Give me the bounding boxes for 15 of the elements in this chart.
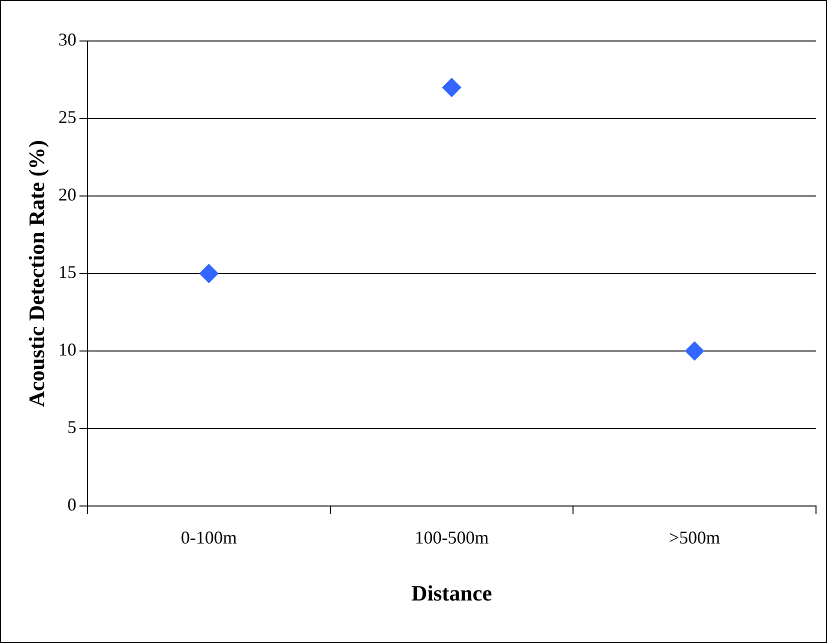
x-tick-label: 0-100m — [180, 528, 237, 548]
x-axis-title: Distance — [411, 580, 492, 606]
y-tick-label: 15 — [58, 262, 76, 282]
y-tick-label: 20 — [58, 184, 76, 205]
point — [199, 264, 218, 283]
y-tick-label: 0 — [67, 494, 76, 515]
x-tick-label: >500m — [668, 528, 720, 548]
y-tick-label: 10 — [58, 340, 76, 360]
y-tick-label: 30 — [58, 30, 76, 50]
y-tick-label: 25 — [58, 107, 76, 128]
point — [685, 342, 704, 360]
y-tick-label: 5 — [67, 417, 76, 438]
x-tick-label: 100-500m — [414, 528, 489, 548]
point — [442, 78, 462, 97]
y-axis-title: Acoustic Detection Rate (%) — [24, 140, 49, 407]
